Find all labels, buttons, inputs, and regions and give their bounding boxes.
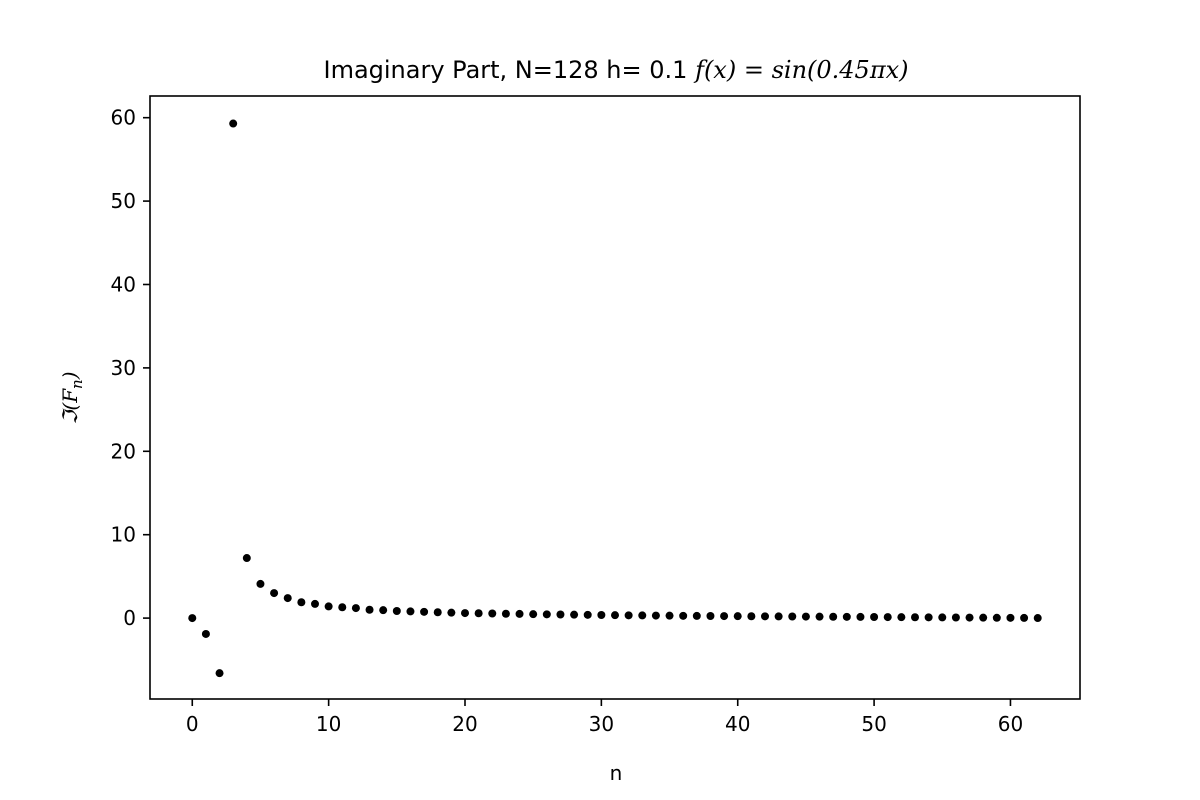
- data-point: [488, 609, 497, 618]
- data-point: [297, 598, 306, 607]
- data-point: [501, 609, 510, 618]
- data-point: [774, 612, 783, 621]
- data-point: [242, 554, 251, 563]
- data-point: [870, 613, 879, 622]
- x-tick-label: 30: [589, 712, 614, 736]
- data-point: [324, 602, 333, 611]
- data-point: [897, 613, 906, 622]
- data-point: [965, 613, 974, 622]
- y-tick-label: 40: [111, 272, 136, 296]
- data-point: [583, 610, 592, 619]
- y-axis-label-close: ): [58, 371, 82, 380]
- data-point: [747, 612, 756, 621]
- data-point: [597, 611, 606, 620]
- data-point: [1033, 614, 1042, 623]
- y-tick-label: 30: [111, 356, 136, 380]
- y-tick-label: 0: [123, 606, 136, 630]
- data-point: [201, 629, 210, 638]
- data-point: [215, 669, 224, 678]
- y-tick-label: 20: [111, 439, 136, 463]
- x-axis-label: n: [610, 761, 623, 785]
- data-point: [311, 599, 319, 608]
- data-point: [692, 611, 701, 620]
- x-tick-label: 60: [998, 712, 1023, 736]
- data-point: [951, 613, 960, 622]
- data-point: [256, 579, 265, 588]
- data-point: [651, 611, 660, 620]
- data-point: [924, 613, 933, 622]
- data-point: [1006, 613, 1015, 622]
- data-point: [283, 594, 292, 603]
- data-point: [720, 612, 729, 621]
- y-axis-label-main: ℑ(F: [58, 388, 82, 425]
- data-point: [733, 612, 742, 621]
- data-point: [338, 603, 347, 612]
- data-point: [570, 610, 579, 619]
- data-point: [188, 614, 197, 623]
- data-point: [992, 613, 1001, 622]
- data-point: [829, 612, 838, 621]
- data-point: [665, 611, 674, 620]
- data-point: [979, 613, 988, 622]
- axes-frame: [149, 95, 1081, 700]
- data-point: [638, 611, 647, 620]
- x-tick-label: 10: [316, 712, 341, 736]
- data-point: [624, 611, 633, 620]
- data-point: [801, 612, 810, 621]
- data-point: [706, 612, 715, 621]
- data-point: [911, 613, 919, 622]
- x-tick-label: 50: [861, 712, 886, 736]
- data-point: [611, 611, 619, 620]
- data-point: [270, 589, 279, 598]
- data-point: [815, 612, 824, 621]
- data-point: [406, 607, 415, 616]
- data-point: [556, 610, 565, 619]
- points-layer: [188, 119, 1042, 678]
- data-point: [883, 613, 892, 622]
- x-tick-label: 40: [725, 712, 750, 736]
- chart-title-text: Imaginary Part, N=128 h= 0.1: [323, 56, 695, 84]
- data-point: [938, 613, 947, 622]
- data-point: [856, 612, 865, 621]
- data-point: [788, 612, 797, 621]
- data-point: [392, 607, 401, 616]
- ticks-layer: 0 10 20 30 40 50 60 0 10 20 30 40 50 60: [111, 106, 1024, 736]
- x-tick-label: 0: [186, 712, 199, 736]
- data-point: [842, 612, 851, 621]
- chart-title-math: f(x) = sin(0.45πx): [693, 56, 908, 84]
- data-point: [229, 119, 238, 128]
- x-tick-label: 20: [452, 712, 477, 736]
- data-point: [433, 608, 442, 617]
- data-point: [515, 609, 524, 618]
- y-tick-label: 10: [111, 523, 136, 547]
- data-point: [351, 604, 360, 613]
- data-point: [1020, 613, 1029, 622]
- data-point: [420, 607, 429, 616]
- y-tick-label: 60: [111, 106, 136, 130]
- data-point: [679, 611, 688, 620]
- data-point: [542, 610, 551, 619]
- data-point: [761, 612, 769, 621]
- data-point: [379, 606, 388, 615]
- y-axis-label: ℑ(Fn): [58, 371, 86, 424]
- y-tick-label: 50: [111, 189, 136, 213]
- data-point: [461, 609, 469, 618]
- data-point: [365, 605, 374, 614]
- data-point: [447, 608, 456, 617]
- y-axis-label-subscript: n: [68, 379, 86, 389]
- data-point: [474, 609, 483, 618]
- data-point: [529, 610, 538, 619]
- chart-title: Imaginary Part, N=128 h= 0.1 f(x) = sin(…: [323, 56, 908, 84]
